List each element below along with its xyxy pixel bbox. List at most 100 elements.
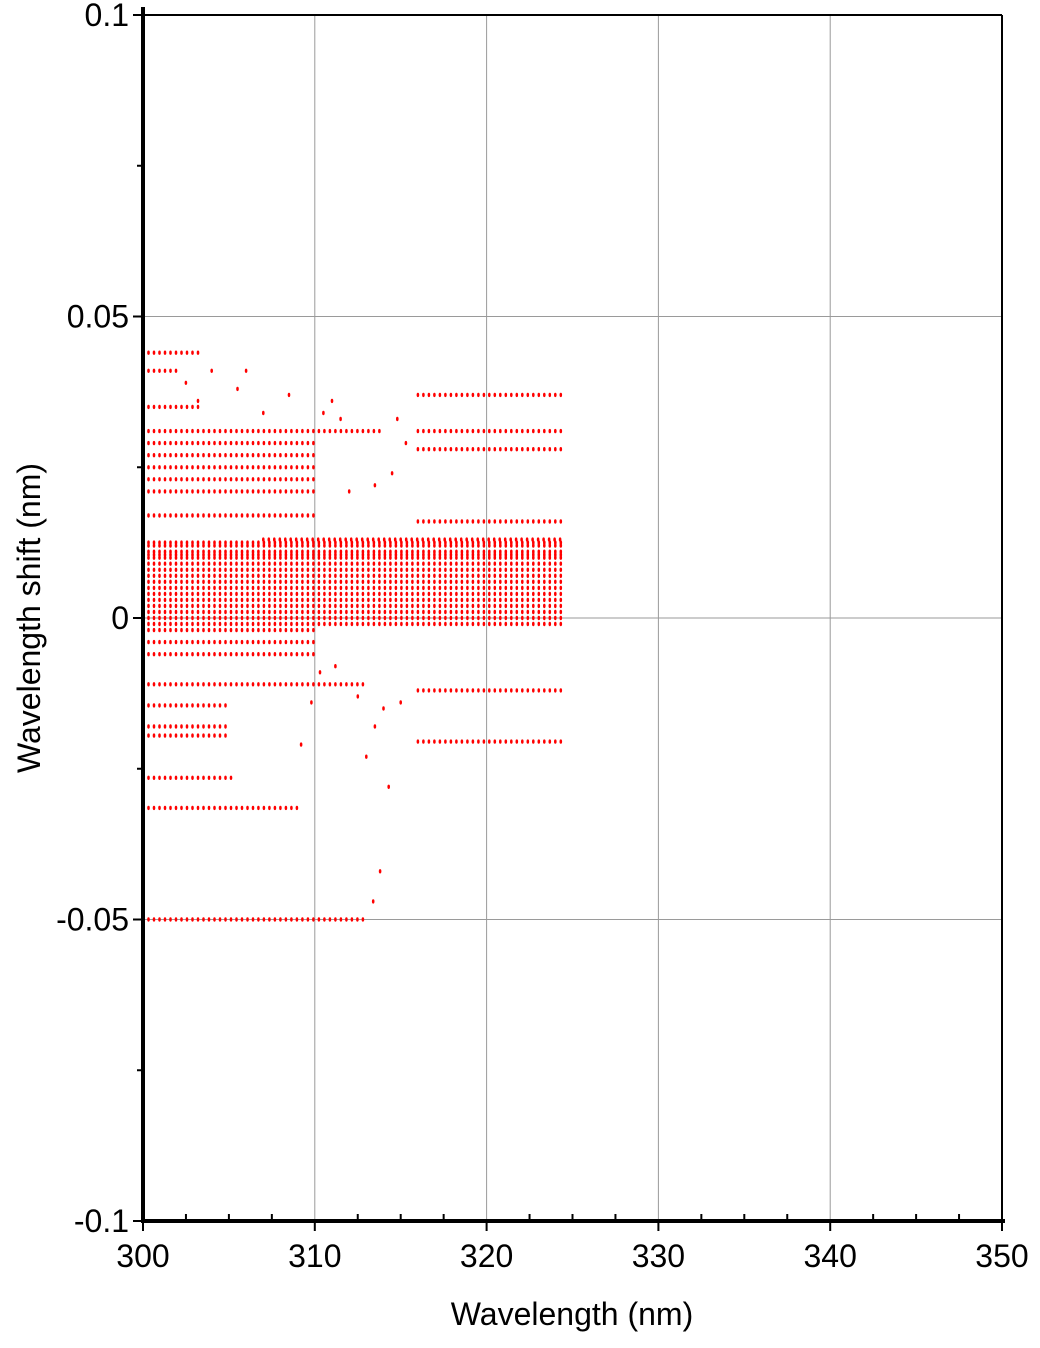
data-point xyxy=(235,917,238,922)
data-point xyxy=(526,447,530,452)
data-point xyxy=(174,350,178,355)
data-point xyxy=(367,597,370,603)
data-point xyxy=(207,615,211,621)
data-point xyxy=(532,609,535,615)
data-point xyxy=(180,453,183,458)
data-point xyxy=(218,627,222,633)
data-point xyxy=(543,585,546,591)
data-point xyxy=(367,591,370,597)
data-point xyxy=(378,579,381,584)
data-point xyxy=(306,585,310,591)
data-point xyxy=(251,428,255,434)
data-point xyxy=(152,917,156,922)
data-point xyxy=(537,688,541,693)
data-point xyxy=(163,585,167,591)
data-point xyxy=(455,555,458,560)
data-point xyxy=(174,917,178,922)
data-point xyxy=(383,579,387,584)
data-point xyxy=(180,477,183,482)
data-point xyxy=(311,537,315,542)
data-point xyxy=(444,603,447,609)
data-point xyxy=(301,567,304,572)
data-point xyxy=(229,621,233,627)
data-point xyxy=(279,453,282,458)
data-point xyxy=(389,585,392,591)
data-point xyxy=(433,609,436,615)
data-point xyxy=(251,639,255,645)
data-point xyxy=(284,428,288,434)
data-point xyxy=(455,585,458,591)
data-point xyxy=(317,621,321,627)
data-point xyxy=(257,540,260,545)
data-point xyxy=(273,477,277,482)
data-point xyxy=(554,428,557,434)
data-point xyxy=(152,404,156,410)
data-point xyxy=(202,682,205,687)
data-point xyxy=(449,615,453,621)
data-point xyxy=(163,627,167,633)
data-point xyxy=(257,615,260,621)
data-point xyxy=(284,537,287,542)
data-point xyxy=(333,537,337,542)
data-point xyxy=(202,703,205,708)
data-point xyxy=(322,537,326,542)
data-point xyxy=(158,585,161,591)
data-point xyxy=(180,775,183,780)
data-point xyxy=(317,585,321,591)
data-point xyxy=(207,609,211,615)
data-point xyxy=(147,368,150,373)
data-point xyxy=(196,775,200,780)
data-point xyxy=(449,739,453,744)
data-point xyxy=(493,519,497,524)
data-point xyxy=(449,392,453,398)
data-point xyxy=(207,733,211,738)
data-point xyxy=(163,477,167,482)
data-point xyxy=(345,579,348,584)
data-point xyxy=(466,579,469,584)
data-point xyxy=(202,724,205,729)
data-point xyxy=(251,597,255,603)
data-point xyxy=(455,573,458,578)
data-point xyxy=(356,917,359,922)
data-point xyxy=(290,682,293,687)
data-point xyxy=(147,917,150,922)
data-point xyxy=(399,537,403,542)
data-point xyxy=(312,477,315,482)
data-point xyxy=(262,567,266,572)
data-point xyxy=(218,603,222,609)
data-point xyxy=(334,585,337,591)
data-point xyxy=(174,591,178,597)
data-point xyxy=(158,350,161,355)
data-point xyxy=(169,724,172,729)
data-point xyxy=(174,805,178,811)
data-point xyxy=(548,597,552,603)
data-point xyxy=(257,465,260,470)
data-point xyxy=(328,682,332,687)
data-point xyxy=(257,621,260,627)
data-point xyxy=(185,805,189,811)
data-point xyxy=(548,579,552,584)
data-point xyxy=(279,682,282,687)
data-point xyxy=(213,513,216,518)
data-point xyxy=(224,513,227,518)
data-point xyxy=(213,917,216,922)
data-point xyxy=(444,392,447,398)
data-point xyxy=(405,591,409,597)
data-point xyxy=(482,447,486,452)
axes xyxy=(141,7,1005,1223)
data-point xyxy=(290,805,293,811)
data-point xyxy=(196,609,200,615)
y-tick-label: 0.05 xyxy=(67,299,129,335)
data-point xyxy=(196,597,200,603)
data-point xyxy=(433,688,436,693)
data-point xyxy=(169,555,172,560)
data-point xyxy=(202,585,205,591)
data-point xyxy=(169,368,172,373)
data-point xyxy=(532,739,535,744)
data-point xyxy=(548,739,552,744)
data-point xyxy=(427,392,431,398)
data-point xyxy=(207,540,211,545)
data-point xyxy=(493,609,497,615)
data-point xyxy=(334,682,337,687)
data-point xyxy=(191,733,194,738)
